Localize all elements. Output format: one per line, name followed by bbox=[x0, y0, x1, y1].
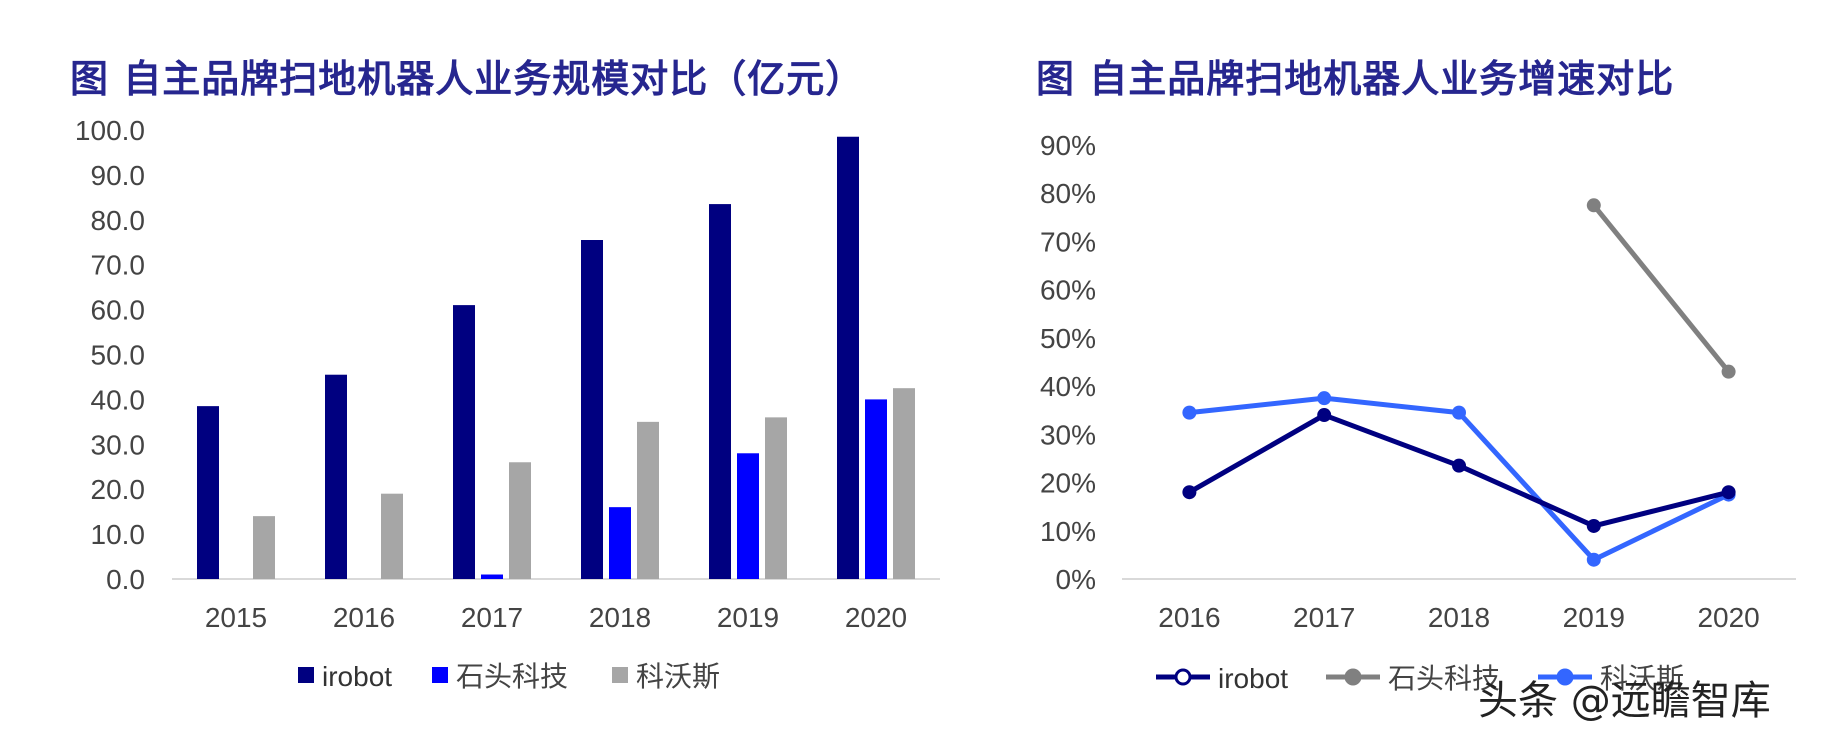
data-point bbox=[1317, 408, 1332, 423]
bar bbox=[325, 374, 347, 579]
bar bbox=[709, 204, 731, 579]
y-tick-label: 40.0 bbox=[91, 384, 146, 415]
bar-chart-title: 图 自主品牌扫地机器人业务规模对比（亿元） bbox=[70, 56, 865, 101]
legend-label: irobot bbox=[322, 661, 392, 692]
y-tick-label: 60.0 bbox=[91, 295, 146, 326]
y-tick-label: 40% bbox=[1040, 371, 1096, 402]
bar bbox=[381, 493, 403, 579]
y-tick-label: 70% bbox=[1040, 226, 1096, 257]
series-line bbox=[1591, 203, 1731, 374]
y-tick-label: 10% bbox=[1040, 516, 1096, 547]
y-tick-label: 20% bbox=[1040, 468, 1096, 499]
legend-swatch bbox=[432, 667, 448, 683]
y-tick-label: 100.0 bbox=[75, 115, 145, 146]
data-point bbox=[1586, 552, 1601, 567]
x-tick-label: 2015 bbox=[205, 602, 267, 633]
y-tick-label: 10.0 bbox=[91, 519, 146, 550]
legend-marker bbox=[1174, 668, 1192, 686]
x-tick-label: 2016 bbox=[1158, 602, 1220, 633]
y-tick-label: 70.0 bbox=[91, 250, 146, 281]
y-tick-label: 0.0 bbox=[106, 564, 145, 595]
bar bbox=[637, 421, 659, 579]
legend-label: 科沃斯 bbox=[636, 660, 720, 693]
y-tick-label: 60% bbox=[1040, 275, 1096, 306]
bar bbox=[865, 399, 887, 579]
x-tick-label: 2020 bbox=[1697, 602, 1759, 633]
data-point bbox=[1721, 485, 1736, 500]
legend-marker bbox=[1556, 668, 1574, 686]
bar bbox=[481, 574, 503, 579]
bar bbox=[509, 462, 531, 579]
y-tick-label: 0% bbox=[1056, 564, 1096, 595]
bar bbox=[253, 516, 275, 579]
data-point bbox=[1586, 198, 1601, 213]
x-tick-label: 2018 bbox=[589, 602, 651, 633]
legend-label: 石头科技 bbox=[456, 660, 568, 693]
legend-label: 石头科技 bbox=[1388, 662, 1500, 695]
bar-chart: 0.0 10.0 20.0 30.0 40.0 50.0 60.0 70.0 80.0 90.0 1… bbox=[75, 115, 940, 693]
series-line bbox=[1189, 395, 1730, 563]
bar bbox=[581, 240, 603, 579]
y-tick-label: 50.0 bbox=[91, 340, 146, 371]
x-tick-label: 2016 bbox=[333, 602, 395, 633]
x-tick-label: 2017 bbox=[461, 602, 523, 633]
bar bbox=[837, 136, 859, 580]
watermark: 头条 @远瞻智库 bbox=[1478, 678, 1771, 724]
bar bbox=[893, 388, 915, 579]
bar bbox=[737, 453, 759, 579]
data-point bbox=[1586, 518, 1601, 533]
x-tick-label: 2019 bbox=[717, 602, 779, 633]
data-point bbox=[1182, 485, 1197, 500]
legend-label: irobot bbox=[1218, 663, 1288, 694]
bar bbox=[197, 406, 219, 579]
y-tick-label: 30% bbox=[1040, 419, 1096, 450]
y-tick-label: 80.0 bbox=[91, 205, 146, 236]
y-tick-label: 90.0 bbox=[91, 160, 146, 191]
legend-swatch bbox=[612, 667, 628, 683]
y-tick-label: 50% bbox=[1040, 323, 1096, 354]
line-chart-title: 图 自主品牌扫地机器人业务增速对比 bbox=[1036, 56, 1675, 101]
legend-marker bbox=[1344, 668, 1362, 686]
legend-label: 科沃斯 bbox=[1600, 662, 1684, 695]
data-point bbox=[1721, 364, 1736, 379]
legend-swatch bbox=[298, 667, 314, 683]
x-tick-label: 2018 bbox=[1428, 602, 1490, 633]
data-point bbox=[1182, 405, 1197, 420]
y-tick-label: 80% bbox=[1040, 178, 1096, 209]
bar bbox=[453, 305, 475, 579]
y-tick-label: 30.0 bbox=[91, 429, 146, 460]
x-tick-label: 2017 bbox=[1293, 602, 1355, 633]
bar bbox=[609, 507, 631, 579]
x-tick-label: 2020 bbox=[845, 602, 907, 633]
y-tick-label: 20.0 bbox=[91, 474, 146, 505]
x-tick-label: 2019 bbox=[1563, 602, 1625, 633]
bar bbox=[765, 417, 787, 579]
data-point bbox=[1317, 391, 1332, 406]
data-point bbox=[1452, 405, 1466, 420]
y-tick-label: 90% bbox=[1040, 130, 1096, 161]
data-point bbox=[1452, 458, 1466, 473]
